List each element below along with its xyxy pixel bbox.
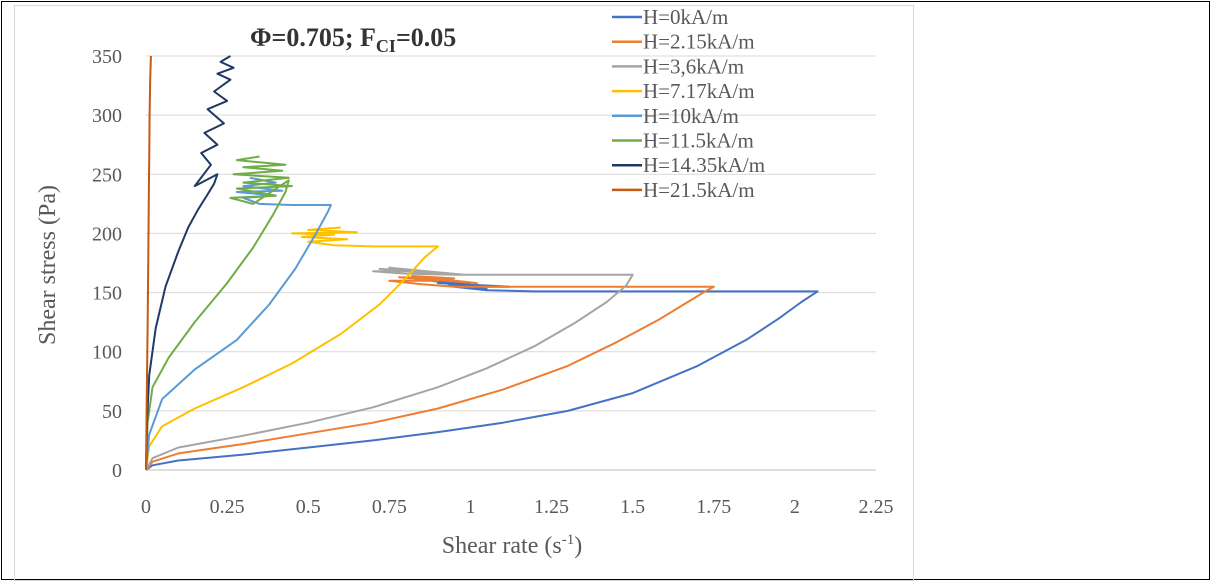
x-tick-labels: 0 0.25 0.5 0.75 1 1.25 1.5 1.75 2 2.25 [141,496,894,518]
series-line-7 [145,55,235,471]
x-tick-label: 1 [465,496,475,518]
chart-title: Φ=0.705; FCI=0.05 [250,23,456,56]
series-line-5 [145,176,332,471]
y-axis-title: Shear stress (Pa) [35,185,61,345]
legend-label: H=2.15kA/m [643,30,755,54]
x-tick-label: 0 [141,496,151,518]
x-tick-label: 0.5 [296,496,321,518]
series-line-8 [145,55,152,471]
x-tick-label: 0.25 [210,496,245,518]
legend-label: H=7.17kA/m [643,79,755,103]
legend-label: H=21.5kA/m [643,178,755,202]
series-line-2 [145,275,715,471]
legend-label: H=0kA/m [643,5,728,29]
y-tick-label: 300 [92,105,122,127]
x-tick-label: 1.25 [534,496,569,518]
legend-label: H=3,6kA/m [643,54,744,78]
legend: H=0kA/mH=2.15kA/mH=3,6kA/mH=7.17kA/mH=10… [612,5,765,202]
x-tick-label: 2.25 [859,496,894,518]
y-tick-labels: 0 50 100 150 200 250 300 350 [92,46,122,482]
y-tick-label: 150 [92,283,122,305]
legend-label: H=10kA/m [643,104,739,128]
series-line-1 [145,279,819,471]
x-tick-label: 2 [790,496,800,518]
y-tick-label: 350 [92,46,122,68]
y-tick-label: 50 [102,401,122,423]
y-tick-label: 0 [112,460,122,482]
x-tick-label: 1.5 [620,496,645,518]
y-tick-label: 250 [92,164,122,186]
x-tick-label: 1.75 [696,496,731,518]
x-tick-label: 0.75 [372,496,407,518]
x-axis-title: Shear rate (s-1) [442,532,582,559]
y-tick-label: 100 [92,342,122,364]
y-tick-label: 200 [92,223,122,245]
series-line-4 [145,226,439,471]
series-line-3 [145,266,634,471]
gridlines [146,55,876,412]
series-line-6 [145,155,293,471]
series-lines [145,55,819,471]
legend-label: H=11.5kA/m [643,129,754,153]
legend-label: H=14.35kA/m [643,153,765,177]
